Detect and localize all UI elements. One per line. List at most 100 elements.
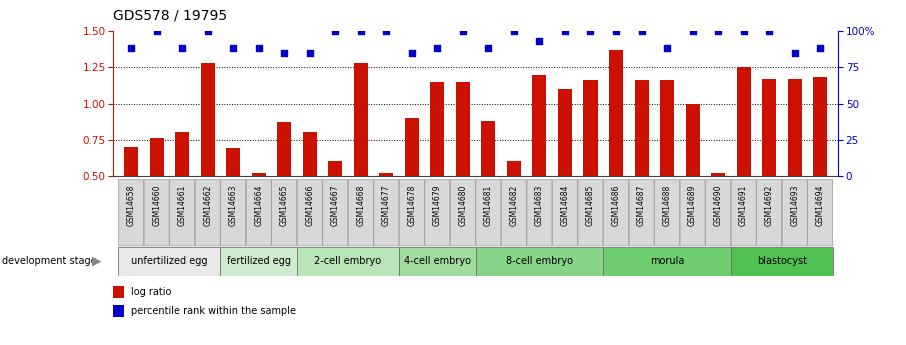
Bar: [149, 138, 164, 176]
Bar: [430, 82, 444, 176]
Bar: [456, 82, 470, 176]
Bar: [787, 79, 802, 176]
Bar: [814, 77, 827, 176]
FancyBboxPatch shape: [680, 179, 705, 246]
Point: [200, 28, 215, 34]
Bar: [731, 247, 833, 276]
Point: [762, 28, 776, 34]
Text: GSM14690: GSM14690: [714, 185, 723, 226]
FancyBboxPatch shape: [400, 179, 424, 246]
Text: 4-cell embryo: 4-cell embryo: [404, 256, 471, 266]
Point: [430, 46, 445, 51]
FancyBboxPatch shape: [272, 179, 297, 246]
Bar: [711, 173, 725, 176]
Point: [558, 28, 573, 34]
Text: GSM14678: GSM14678: [408, 185, 417, 226]
Bar: [686, 104, 699, 176]
Point: [149, 28, 164, 34]
Text: morula: morula: [650, 256, 684, 266]
Text: 2-cell embryo: 2-cell embryo: [314, 256, 381, 266]
FancyBboxPatch shape: [807, 179, 833, 246]
FancyBboxPatch shape: [629, 179, 654, 246]
FancyBboxPatch shape: [221, 179, 246, 246]
Bar: [303, 132, 317, 176]
Point: [226, 46, 240, 51]
Point: [737, 28, 751, 34]
Text: GSM14689: GSM14689: [688, 185, 697, 226]
FancyBboxPatch shape: [527, 179, 552, 246]
Text: percentile rank within the sample: percentile rank within the sample: [131, 306, 296, 316]
FancyBboxPatch shape: [246, 179, 271, 246]
Text: GSM14662: GSM14662: [203, 185, 212, 226]
FancyBboxPatch shape: [757, 179, 782, 246]
Point: [277, 50, 292, 56]
Text: fertilized egg: fertilized egg: [226, 256, 291, 266]
Bar: [660, 80, 674, 176]
FancyBboxPatch shape: [169, 179, 195, 246]
FancyBboxPatch shape: [654, 179, 680, 246]
Bar: [277, 122, 291, 176]
Point: [506, 28, 521, 34]
Text: GSM14661: GSM14661: [178, 185, 187, 226]
FancyBboxPatch shape: [144, 179, 169, 246]
Text: unfertilized egg: unfertilized egg: [131, 256, 207, 266]
Bar: [481, 121, 496, 176]
Text: GSM14686: GSM14686: [612, 185, 621, 226]
FancyBboxPatch shape: [348, 179, 373, 246]
Bar: [175, 132, 189, 176]
Bar: [583, 80, 598, 176]
Text: development stage: development stage: [2, 256, 96, 266]
Text: GSM14660: GSM14660: [152, 185, 161, 226]
Text: GSM14683: GSM14683: [535, 185, 544, 226]
FancyBboxPatch shape: [501, 179, 526, 246]
Text: GSM14664: GSM14664: [255, 185, 264, 226]
Point: [583, 28, 598, 34]
Text: GSM14665: GSM14665: [280, 185, 289, 226]
Text: GSM14666: GSM14666: [305, 185, 314, 226]
Text: GSM14688: GSM14688: [662, 185, 671, 226]
Text: GSM14682: GSM14682: [509, 185, 518, 226]
Bar: [507, 161, 521, 176]
FancyBboxPatch shape: [553, 179, 577, 246]
FancyBboxPatch shape: [782, 179, 807, 246]
Bar: [603, 247, 731, 276]
Bar: [634, 80, 649, 176]
Text: GSM14679: GSM14679: [433, 185, 442, 226]
Bar: [353, 63, 368, 176]
Text: GSM14668: GSM14668: [356, 185, 365, 226]
Bar: [119, 247, 220, 276]
Point: [660, 46, 674, 51]
FancyBboxPatch shape: [476, 179, 501, 246]
Bar: [399, 247, 476, 276]
Point: [353, 28, 368, 34]
Point: [532, 38, 546, 44]
Point: [379, 28, 393, 34]
Text: GSM14681: GSM14681: [484, 185, 493, 226]
Text: ▶: ▶: [92, 255, 101, 268]
FancyBboxPatch shape: [603, 179, 629, 246]
FancyBboxPatch shape: [731, 179, 757, 246]
Bar: [762, 79, 776, 176]
Point: [711, 28, 726, 34]
Point: [685, 28, 699, 34]
FancyBboxPatch shape: [323, 179, 348, 246]
FancyBboxPatch shape: [706, 179, 730, 246]
Text: GSM14694: GSM14694: [815, 185, 824, 226]
Text: GSM14687: GSM14687: [637, 185, 646, 226]
Point: [481, 46, 496, 51]
Point: [456, 28, 470, 34]
Bar: [476, 247, 603, 276]
FancyBboxPatch shape: [195, 179, 220, 246]
FancyBboxPatch shape: [450, 179, 476, 246]
Point: [175, 46, 189, 51]
Bar: [609, 50, 623, 176]
Point: [609, 28, 623, 34]
Text: GDS578 / 19795: GDS578 / 19795: [113, 8, 227, 22]
FancyBboxPatch shape: [297, 179, 323, 246]
Text: GSM14692: GSM14692: [765, 185, 774, 226]
Text: GSM14693: GSM14693: [790, 185, 799, 226]
Text: GSM14667: GSM14667: [331, 185, 340, 226]
Point: [328, 28, 342, 34]
Point: [303, 50, 317, 56]
Point: [787, 50, 802, 56]
